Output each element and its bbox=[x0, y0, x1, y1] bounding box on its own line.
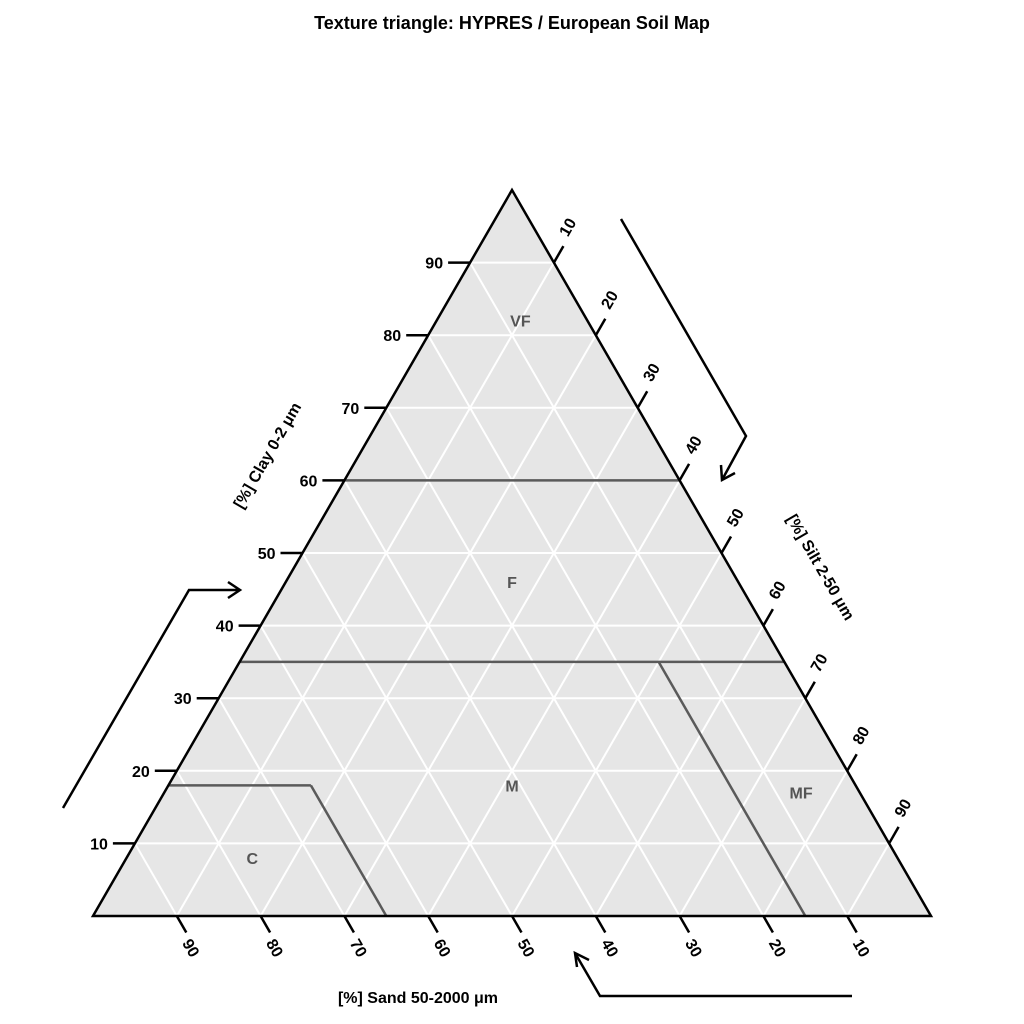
class-label-vf: VF bbox=[510, 314, 531, 331]
silt-tick-label-20: 20 bbox=[599, 288, 623, 312]
grid-line-silt-50 bbox=[511, 552, 723, 917]
clay-tick-label-50: 50 bbox=[258, 546, 276, 563]
clay-direction-arrow bbox=[61, 580, 243, 809]
sand-tick-30 bbox=[678, 915, 691, 934]
grid-line-silt-80 bbox=[762, 770, 849, 917]
silt-tick-70 bbox=[804, 681, 816, 699]
grid-line-sand-10 bbox=[469, 262, 849, 917]
sand-tick-label-20: 20 bbox=[765, 937, 789, 961]
grid-line-silt-60 bbox=[594, 625, 765, 917]
class-label-mf: MF bbox=[790, 786, 813, 803]
class-label-m: M bbox=[505, 778, 518, 795]
clay-tick-label-80: 80 bbox=[383, 328, 401, 345]
sand-tick-label-40: 40 bbox=[597, 937, 621, 961]
silt-tick-label-30: 30 bbox=[640, 361, 664, 385]
sand-tick-40 bbox=[594, 915, 607, 934]
silt-tick-label-40: 40 bbox=[682, 433, 706, 457]
class-labels: VF F M MF C bbox=[246, 314, 812, 868]
sand-tick-50 bbox=[510, 915, 523, 934]
sand-tick-label-30: 30 bbox=[681, 937, 705, 961]
silt-tick-label-90: 90 bbox=[892, 796, 916, 820]
silt-direction-arrow bbox=[619, 218, 748, 483]
class-boundary-2 bbox=[657, 661, 807, 917]
silt-tick-50 bbox=[720, 535, 733, 554]
class-label-f: F bbox=[507, 575, 517, 592]
silt-tick-label-50: 50 bbox=[724, 506, 748, 530]
silt-tick-label-60: 60 bbox=[766, 579, 790, 603]
sand-tick-20 bbox=[762, 915, 774, 934]
sand-tick-label-50: 50 bbox=[514, 937, 538, 961]
class-boundary-4 bbox=[309, 784, 388, 917]
sand-tick-label-60: 60 bbox=[430, 937, 454, 961]
clay-tick-label-10: 10 bbox=[90, 836, 108, 853]
grid-line-silt-10 bbox=[175, 262, 555, 917]
chart-title: Texture triangle: HYPRES / European Soil… bbox=[314, 13, 710, 33]
grid-line-sand-60 bbox=[259, 625, 430, 917]
sand-tick-70 bbox=[343, 915, 355, 934]
silt-axis-label: [%] Silt 2-50 μm bbox=[783, 512, 857, 624]
silt-tick-20 bbox=[594, 318, 607, 336]
clay-tick-label-70: 70 bbox=[342, 401, 360, 418]
sand-tick-label-70: 70 bbox=[346, 937, 370, 961]
clay-axis-label: [%] Clay 0-2 μm bbox=[231, 400, 305, 512]
axis-ticks: 10 20 30 40 50 60 70 80 90 10 20 30 40 50 60 70 80 90 90 80… bbox=[90, 216, 915, 961]
class-boundaries bbox=[168, 479, 807, 917]
sand-tick-label-90: 90 bbox=[178, 937, 202, 961]
grid-line-sand-80 bbox=[175, 770, 262, 917]
sand-tick-10 bbox=[846, 915, 858, 934]
sand-direction-arrow bbox=[573, 950, 852, 998]
axis-arrows bbox=[61, 218, 852, 998]
silt-tick-label-70: 70 bbox=[808, 651, 832, 675]
silt-tick-80 bbox=[846, 753, 858, 772]
silt-tick-60 bbox=[762, 608, 774, 627]
sand-tick-60 bbox=[427, 915, 439, 934]
grid-lines bbox=[134, 261, 890, 917]
clay-tick-label-90: 90 bbox=[425, 256, 443, 273]
sand-axis-label: [%] Sand 50-2000 μm bbox=[338, 990, 498, 1007]
class-label-c: C bbox=[246, 851, 258, 868]
silt-tick-label-80: 80 bbox=[850, 724, 874, 748]
clay-tick-label-40: 40 bbox=[216, 619, 234, 636]
silt-tick-40 bbox=[678, 463, 691, 482]
clay-tick-label-60: 60 bbox=[300, 473, 318, 490]
silt-tick-label-10: 10 bbox=[557, 216, 581, 240]
silt-tick-90 bbox=[888, 826, 900, 845]
grid-line-sand-50 bbox=[301, 552, 513, 917]
sand-tick-label-80: 80 bbox=[262, 937, 286, 961]
grid-line-sand-70 bbox=[217, 697, 346, 917]
grid-line-silt-90 bbox=[846, 842, 890, 917]
silt-tick-10 bbox=[552, 245, 565, 264]
silt-tick-30 bbox=[636, 390, 649, 409]
sand-tick-label-10: 10 bbox=[849, 937, 873, 961]
clay-tick-label-20: 20 bbox=[132, 764, 150, 781]
sand-tick-90 bbox=[175, 915, 188, 934]
clay-tick-label-30: 30 bbox=[174, 691, 192, 708]
sand-tick-80 bbox=[259, 915, 272, 934]
grid-line-sand-90 bbox=[134, 842, 178, 917]
